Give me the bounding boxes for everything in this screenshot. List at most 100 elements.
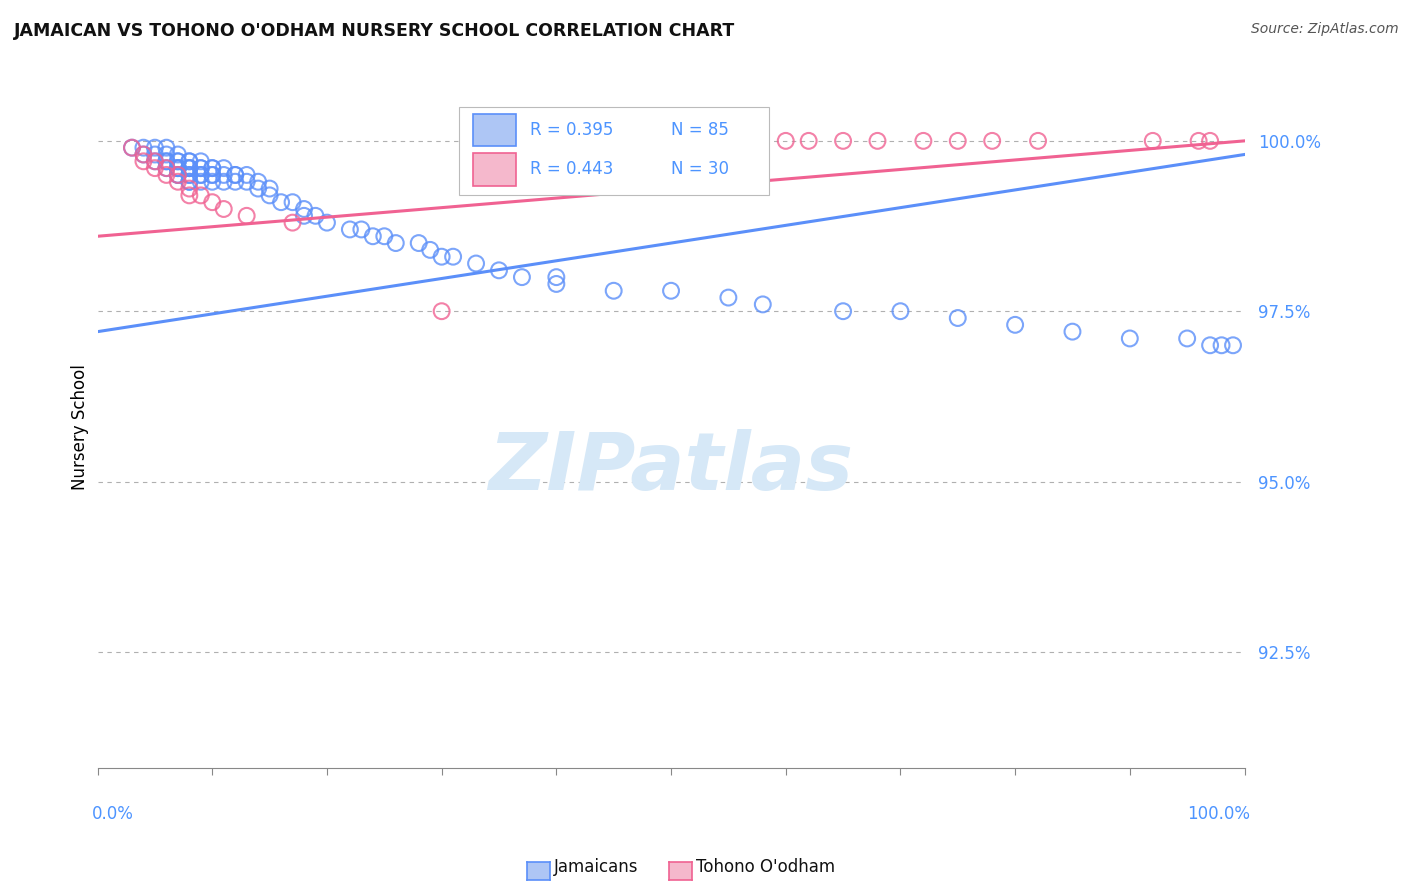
Point: [155, 154, 177, 169]
Point: [155, 161, 177, 175]
Point: [190, 168, 212, 182]
Point: [602, 284, 624, 298]
Point: [212, 168, 235, 182]
Point: [465, 256, 488, 270]
Point: [132, 147, 155, 161]
Point: [212, 161, 235, 175]
Point: [155, 141, 177, 155]
Point: [155, 161, 177, 175]
Point: [832, 304, 855, 318]
Point: [132, 147, 155, 161]
Point: [1222, 338, 1244, 352]
Point: [179, 161, 201, 175]
Point: [1004, 318, 1026, 332]
Point: [247, 175, 270, 189]
Text: Tohono O'odham: Tohono O'odham: [696, 858, 835, 876]
Point: [179, 168, 201, 182]
Point: [155, 154, 177, 169]
Point: [1026, 134, 1049, 148]
Point: [259, 181, 281, 195]
Point: [373, 229, 395, 244]
Point: [166, 154, 188, 169]
Point: [121, 141, 143, 155]
Point: [1062, 325, 1084, 339]
Point: [212, 202, 235, 216]
Point: [316, 216, 339, 230]
Point: [190, 175, 212, 189]
Point: [212, 175, 235, 189]
Text: Source: ZipAtlas.com: Source: ZipAtlas.com: [1251, 22, 1399, 37]
Point: [912, 134, 935, 148]
Point: [1142, 134, 1164, 148]
Point: [235, 168, 257, 182]
Point: [247, 181, 270, 195]
Point: [270, 195, 292, 210]
Point: [166, 168, 188, 182]
Point: [1119, 331, 1142, 345]
Point: [889, 304, 911, 318]
Point: [224, 175, 246, 189]
Point: [235, 209, 257, 223]
Text: 100.0%: 100.0%: [1187, 805, 1250, 823]
Point: [259, 188, 281, 202]
Point: [121, 141, 143, 155]
Point: [775, 134, 797, 148]
Point: [797, 134, 820, 148]
Point: [224, 168, 246, 182]
Point: [155, 168, 177, 182]
FancyBboxPatch shape: [458, 107, 769, 195]
Point: [166, 154, 188, 169]
Point: [546, 277, 568, 291]
Point: [441, 250, 464, 264]
Point: [1199, 134, 1222, 148]
Point: [281, 216, 304, 230]
Point: [235, 175, 257, 189]
Text: N = 85: N = 85: [671, 121, 728, 139]
Point: [292, 209, 315, 223]
Text: 0.0%: 0.0%: [91, 805, 134, 823]
Point: [143, 141, 166, 155]
Point: [430, 250, 453, 264]
Point: [659, 134, 682, 148]
Point: [179, 161, 201, 175]
Point: [304, 209, 326, 223]
Point: [143, 161, 166, 175]
Point: [179, 188, 201, 202]
Point: [292, 202, 315, 216]
Point: [201, 161, 224, 175]
Point: [190, 161, 212, 175]
Point: [179, 175, 201, 189]
Point: [430, 304, 453, 318]
Point: [201, 161, 224, 175]
Point: [866, 134, 889, 148]
Point: [1211, 338, 1233, 352]
Point: [132, 154, 155, 169]
Point: [1188, 134, 1211, 148]
Point: [179, 161, 201, 175]
Point: [281, 195, 304, 210]
Point: [166, 168, 188, 182]
Point: [510, 270, 533, 285]
Point: [166, 168, 188, 182]
FancyBboxPatch shape: [472, 153, 516, 186]
Point: [201, 168, 224, 182]
Point: [166, 161, 188, 175]
Text: Jamaicans: Jamaicans: [554, 858, 638, 876]
Text: N = 30: N = 30: [671, 161, 730, 178]
Point: [132, 141, 155, 155]
Text: R = 0.395: R = 0.395: [530, 121, 613, 139]
Point: [981, 134, 1004, 148]
Point: [546, 270, 568, 285]
Point: [179, 175, 201, 189]
Point: [190, 188, 212, 202]
Text: ZIPatlas: ZIPatlas: [488, 429, 853, 507]
Point: [166, 161, 188, 175]
Point: [190, 161, 212, 175]
Point: [659, 284, 682, 298]
Point: [179, 168, 201, 182]
Point: [361, 229, 384, 244]
Point: [752, 297, 775, 311]
Y-axis label: Nursery School: Nursery School: [72, 364, 89, 490]
Point: [717, 291, 740, 305]
Point: [143, 154, 166, 169]
